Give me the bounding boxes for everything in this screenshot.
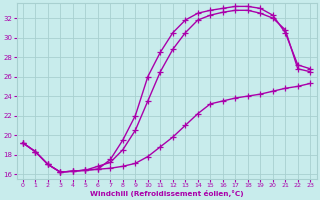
X-axis label: Windchill (Refroidissement éolien,°C): Windchill (Refroidissement éolien,°C) [90, 190, 244, 197]
